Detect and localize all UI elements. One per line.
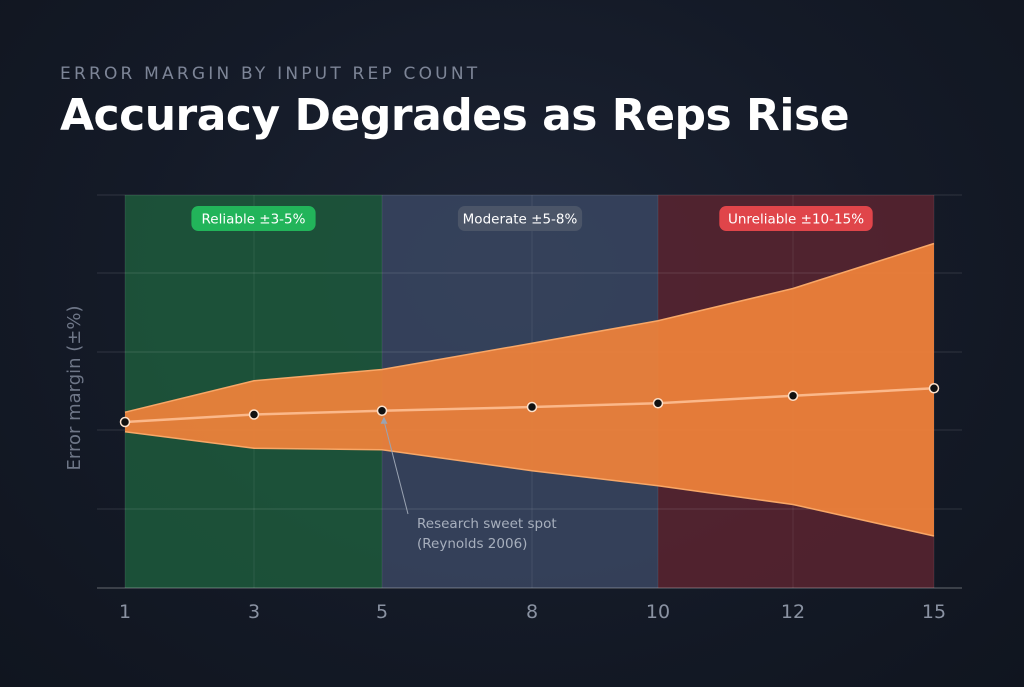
zone-badge-bg: [191, 206, 316, 231]
zone-badge-moderate: Moderate ±5-8%: [457, 206, 583, 231]
y-axis-label: Error margin (±%): [64, 305, 85, 470]
center-line-markers: [119, 383, 940, 428]
x-tick-label: 3: [248, 601, 260, 623]
annotation-text: (Reynolds 2006): [417, 536, 527, 552]
zone-badge-unreliable: Unreliable ±10-15%: [719, 206, 873, 231]
x-tick-label: 1: [119, 601, 131, 623]
zone-badge-bg: [719, 206, 873, 231]
center-point: [526, 401, 538, 413]
zone-badge-bg: [457, 206, 583, 231]
sweet-spot-annotation: Research sweet spot (Reynolds 2006): [380, 416, 557, 552]
zone-badges: Reliable ±3-5% Moderate ±5-8% Unreliable ±…: [191, 206, 873, 231]
zone-badge-label: Moderate ±5-8%: [463, 212, 578, 228]
zone-badge-reliable: Reliable ±3-5%: [191, 206, 316, 231]
zone-badge-label: Reliable ±3-5%: [202, 212, 306, 228]
chart-eyebrow: ERROR MARGIN BY INPUT REP COUNT: [60, 64, 481, 84]
x-tick-label: 8: [526, 601, 538, 623]
lower-bound-line: [124, 431, 935, 537]
annotation-text: Research sweet spot: [417, 516, 557, 532]
chart-title: Accuracy Degrades as Reps Rise: [60, 90, 850, 141]
center-point: [376, 405, 388, 416]
x-tick-label: 15: [922, 601, 946, 623]
annotation-arrowhead: [380, 416, 388, 424]
center-point: [248, 409, 260, 420]
axes: 1 3 5 8 10 12 15 Error margin (±%): [64, 305, 962, 623]
x-tick-label: 10: [646, 601, 670, 623]
x-tick-label: 12: [781, 601, 805, 623]
x-tick-label: 5: [376, 601, 388, 623]
error-band-area: [125, 243, 934, 536]
error-band: [124, 242, 935, 537]
zone-badge-label: Unreliable ±10-15%: [728, 212, 864, 228]
center-point: [928, 383, 940, 394]
center-point: [652, 398, 664, 409]
center-point: [787, 390, 799, 401]
annotation-leader: [383, 420, 409, 515]
center-point: [119, 416, 131, 428]
upper-bound-line: [124, 242, 935, 413]
